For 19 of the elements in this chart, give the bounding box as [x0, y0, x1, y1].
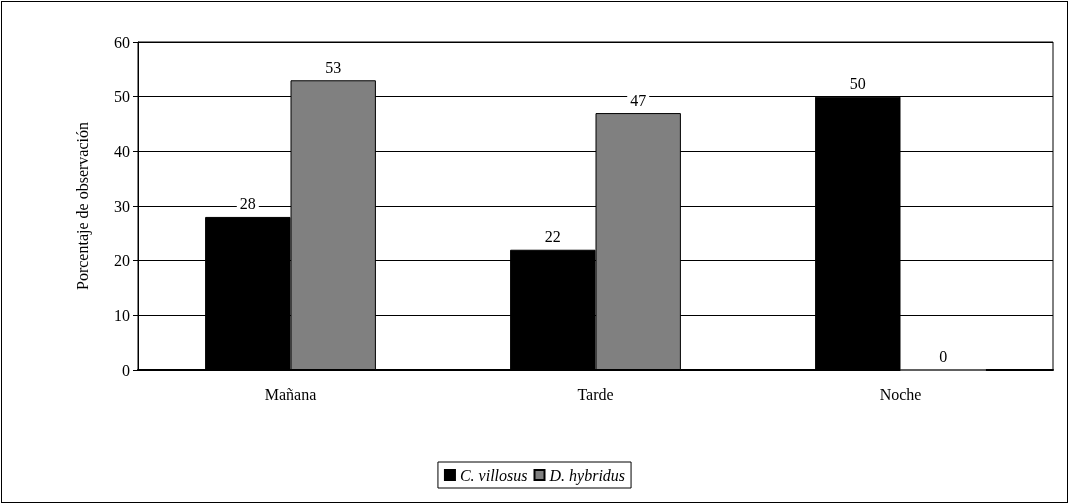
y-tick-label: 60 — [114, 33, 130, 51]
y-tick-label: 10 — [114, 306, 130, 324]
x-tick-label: Tarde — [577, 385, 614, 403]
y-tick-label: 50 — [114, 88, 130, 106]
x-tick-label: Mañana — [264, 385, 317, 403]
data-label: 0 — [939, 348, 948, 365]
data-label: 28 — [239, 195, 256, 213]
y-tick-label: 0 — [122, 361, 130, 379]
y-tick-label: 20 — [114, 252, 130, 270]
data-label: 50 — [849, 75, 866, 93]
y-tick-label: 40 — [114, 142, 130, 160]
data-label: 53 — [325, 58, 342, 76]
y-tick-label: 30 — [114, 197, 130, 215]
x-tick-label: Noche — [879, 385, 922, 403]
legend-label: C. villosus — [459, 466, 528, 484]
y-axis-title: Porcentaje de observación — [73, 122, 92, 290]
data-label: 22 — [544, 228, 561, 246]
data-label: 47 — [630, 91, 647, 109]
legend-label: D. hybridus — [548, 466, 626, 485]
